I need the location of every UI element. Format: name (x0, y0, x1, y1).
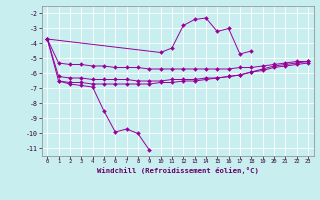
X-axis label: Windchill (Refroidissement éolien,°C): Windchill (Refroidissement éolien,°C) (97, 167, 259, 174)
